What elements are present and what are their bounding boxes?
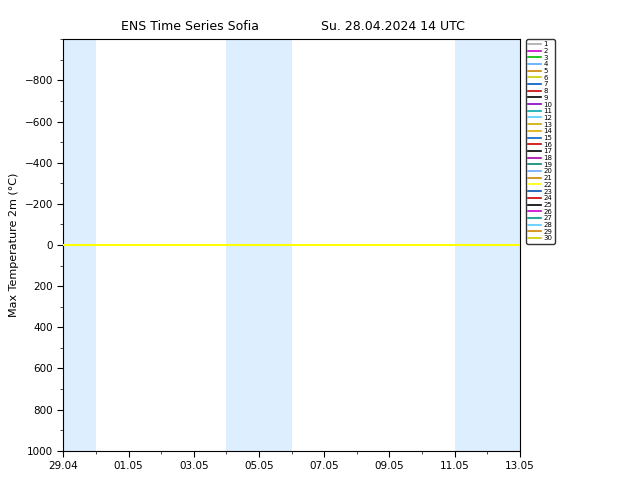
- Bar: [226, 39, 292, 451]
- Y-axis label: Max Temperature 2m (°C): Max Temperature 2m (°C): [9, 173, 19, 317]
- Legend: 1, 2, 3, 4, 5, 6, 7, 8, 9, 10, 11, 12, 13, 14, 15, 16, 17, 18, 19, 20, 21, 22, 2: 1, 2, 3, 4, 5, 6, 7, 8, 9, 10, 11, 12, 1…: [526, 39, 555, 244]
- Bar: [455, 39, 520, 451]
- Text: ENS Time Series Sofia: ENS Time Series Sofia: [121, 20, 259, 33]
- Text: Su. 28.04.2024 14 UTC: Su. 28.04.2024 14 UTC: [321, 20, 465, 33]
- Bar: [63, 39, 96, 451]
